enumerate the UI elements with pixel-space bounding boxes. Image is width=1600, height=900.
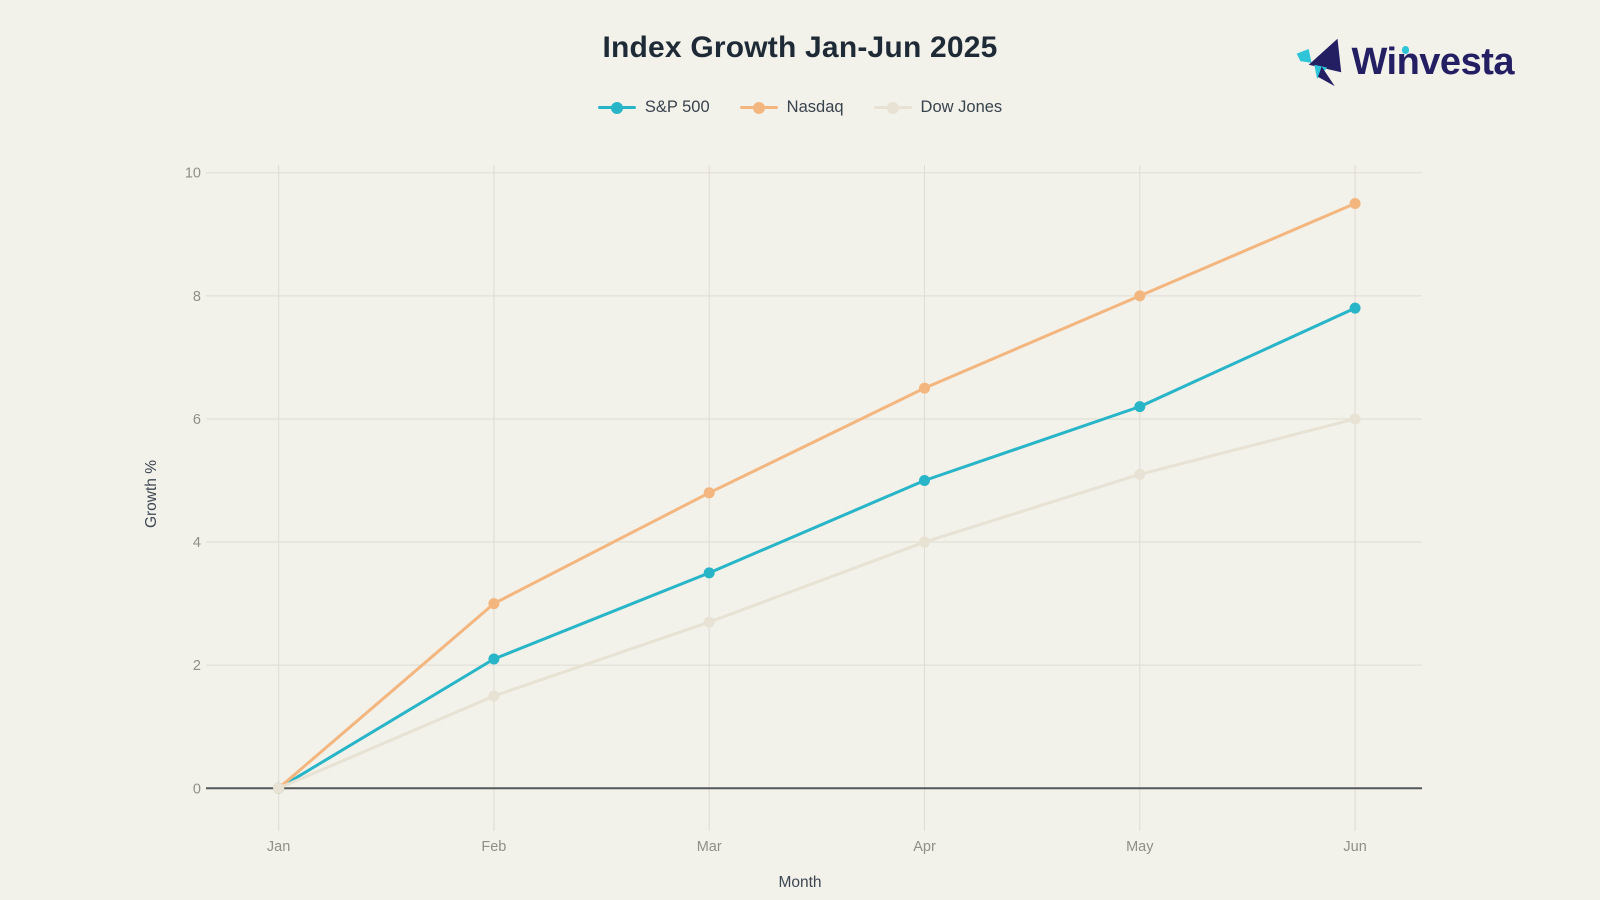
data-point <box>1134 290 1146 302</box>
y-tick-label: 4 <box>193 535 201 551</box>
legend-item: Dow Jones <box>873 98 1003 117</box>
legend-marker-icon <box>739 101 778 114</box>
x-tick-label: May <box>1126 839 1154 855</box>
data-point <box>703 616 715 628</box>
legend-label: Nasdaq <box>786 98 844 116</box>
legend-label: S&P 500 <box>644 98 710 116</box>
data-point <box>1349 197 1361 209</box>
y-tick-label: 6 <box>193 412 201 428</box>
data-point <box>703 567 715 579</box>
winvesta-bird-icon <box>1296 38 1341 87</box>
data-point <box>919 536 930 548</box>
x-tick-label: Mar <box>697 839 722 855</box>
winvesta-i-dot <box>1401 46 1409 54</box>
chart-legend: S&P 500 Nasdaq Dow Jones <box>0 98 1600 117</box>
data-point <box>1349 413 1361 425</box>
legend-item: S&P 500 <box>597 98 710 117</box>
series-line <box>277 417 1357 790</box>
data-point <box>919 382 930 394</box>
data-point <box>1134 401 1146 413</box>
y-tick-label: 2 <box>193 658 201 674</box>
chart-title: Index Growth Jan-Jun 2025 <box>602 31 998 64</box>
data-point <box>488 598 500 610</box>
y-tick-label: 8 <box>193 289 201 305</box>
series-line <box>277 201 1357 790</box>
x-axis-title: Month <box>778 874 821 891</box>
y-tick-label: 0 <box>193 781 201 797</box>
winvesta-brand-text: Winvesta <box>1351 41 1515 83</box>
legend-label: Dow Jones <box>920 98 1003 116</box>
legend-item: Nasdaq <box>739 98 844 117</box>
y-tick-label: 10 <box>185 166 201 182</box>
x-tick-label: Apr <box>913 839 936 855</box>
x-tick-label: Feb <box>481 839 506 855</box>
data-point <box>1134 468 1146 480</box>
data-point <box>1349 302 1361 314</box>
data-point <box>919 475 930 486</box>
x-tick-label: Jun <box>1343 839 1366 855</box>
data-point <box>273 782 285 794</box>
winvesta-logo: Winvesta <box>1290 36 1515 88</box>
legend-marker-icon <box>597 101 636 114</box>
x-tick-label: Jan <box>267 839 290 855</box>
data-point <box>488 690 500 702</box>
data-point <box>703 487 715 499</box>
data-point <box>488 653 500 665</box>
legend-marker-icon <box>873 101 912 114</box>
series-line <box>277 306 1357 790</box>
y-axis-title: Growth % <box>143 460 160 528</box>
